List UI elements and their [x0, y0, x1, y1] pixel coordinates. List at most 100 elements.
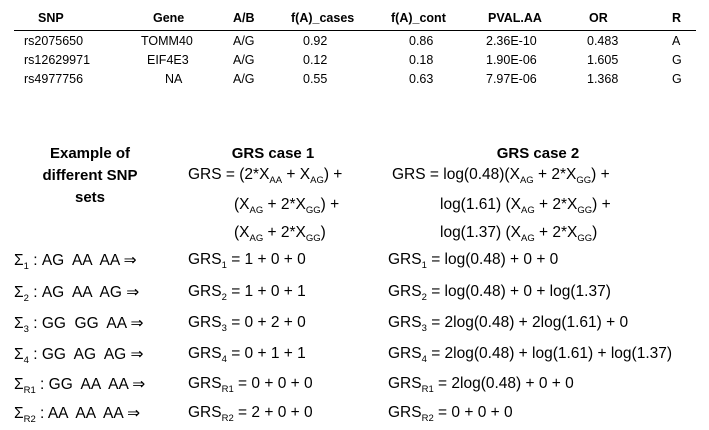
- grs-case2-value: GRSR2 = 0 + 0 + 0: [388, 404, 513, 424]
- grs-case1-value: GRS3 = 0 + 2 + 0: [188, 314, 306, 334]
- grs-case2-value: GRS1 = log(0.48) + 0 + 0: [388, 251, 558, 271]
- set-subscript: R2: [23, 414, 36, 425]
- genotype-set: GG GG AA: [41, 315, 131, 332]
- grs-case1-value: GRSR1 = 0 + 0 + 0: [188, 375, 313, 395]
- grs-subscript: 1: [221, 260, 227, 271]
- table-cell: 2.36E-10: [486, 34, 537, 48]
- genotype-set: AG AA AA: [41, 252, 124, 269]
- grs-case2-value: GRS4 = 2log(0.48) + log(1.61) + log(1.37…: [388, 345, 672, 365]
- grs-subscript: 1: [421, 260, 427, 271]
- set-subscript: 1: [23, 261, 29, 272]
- grs-label: GRS: [388, 283, 422, 300]
- implies-arrow-icon: ⇒: [127, 405, 141, 422]
- grs-label: GRS: [188, 404, 222, 421]
- grs-case2-title: GRS case 2: [496, 145, 580, 162]
- grs-case1-value: GRSR2 = 2 + 0 + 0: [188, 404, 313, 424]
- colon: :: [28, 346, 42, 363]
- grs-subscript: 2: [221, 292, 227, 303]
- grs-label: GRS: [188, 251, 222, 268]
- grs-expression: = 2 + 0 + 0: [233, 404, 313, 421]
- grs-case1-formula-line-1: GRS = (2*XAA + XAG) +: [188, 166, 343, 186]
- table-cell: 0.18: [409, 53, 434, 67]
- grs-expression: = 2log(0.48) + 2log(1.61) + 0: [426, 314, 629, 331]
- grs-case1-formula-line-2: (XAG + 2*XGG) +: [234, 196, 340, 216]
- implies-arrow-icon: ⇒: [132, 376, 146, 393]
- table-cell: 0.63: [409, 72, 434, 86]
- grs-subscript: 3: [221, 323, 227, 334]
- example-header-line: Example of: [49, 145, 131, 162]
- col-header-ab: A/B: [233, 11, 255, 25]
- col-header-pval: PVAL.AA: [488, 11, 542, 25]
- grs-subscript: 3: [421, 323, 427, 334]
- table-cell: 0.86: [409, 34, 434, 48]
- col-header-snp: SNP: [38, 11, 64, 25]
- grs-subscript: R1: [421, 384, 434, 395]
- col-header-fa-cont: f(A)_cont: [391, 11, 446, 25]
- sigma-symbol: Σ: [14, 405, 24, 422]
- sigma-symbol: Σ: [14, 315, 24, 332]
- grs-case1-value: GRS4 = 0 + 1 + 1: [188, 345, 306, 365]
- table-cell: A/G: [233, 72, 255, 86]
- example-header-line: sets: [74, 189, 106, 206]
- snp-set-label: ΣR2 : AA AA AA ⇒: [14, 404, 140, 425]
- genotype-set: AG AA AG: [41, 284, 127, 301]
- table-cell: 1.605: [587, 53, 619, 67]
- grs-case2-formula-line-3: log(1.37) (XAG + 2*XGG): [440, 224, 598, 244]
- table-cell: EIF4E3: [147, 53, 189, 67]
- table-cell: A/G: [233, 53, 255, 67]
- table-cell: G: [672, 53, 682, 67]
- grs-label: GRS: [388, 314, 422, 331]
- grs-expression: = 0 + 0 + 0: [233, 375, 313, 392]
- snp-set-label: Σ4 : GG AG AG ⇒: [14, 345, 144, 366]
- grs-case1-value: GRS1 = 1 + 0 + 0: [188, 251, 306, 271]
- table-cell: 1.368: [587, 72, 619, 86]
- grs-label: GRS: [388, 251, 422, 268]
- grs-case1-value: GRS2 = 1 + 0 + 1: [188, 283, 306, 303]
- example-header: Example of different SNP sets: [20, 143, 160, 209]
- set-subscript: 3: [23, 324, 29, 335]
- grs-expression: = 0 + 0 + 0: [433, 404, 513, 421]
- set-subscript: R1: [23, 385, 36, 396]
- sigma-symbol: Σ: [14, 284, 24, 301]
- table-cell: G: [672, 72, 682, 86]
- table-cell: A/G: [233, 34, 255, 48]
- colon: :: [28, 315, 42, 332]
- grs-label: GRS: [188, 375, 222, 392]
- sigma-symbol: Σ: [14, 346, 24, 363]
- grs-expression: = 0 + 1 + 1: [226, 345, 306, 362]
- colon: :: [28, 252, 42, 269]
- grs-case2-value: GRS3 = 2log(0.48) + 2log(1.61) + 0: [388, 314, 628, 334]
- implies-arrow-icon: ⇒: [123, 252, 137, 269]
- grs-label: GRS: [188, 314, 222, 331]
- grs-subscript: R2: [221, 413, 234, 424]
- grs-expression: = log(0.48) + 0 + 0: [426, 251, 559, 268]
- table-cell: 0.92: [303, 34, 328, 48]
- table-cell: A: [672, 34, 681, 48]
- grs-label: GRS: [188, 345, 222, 362]
- grs-label: GRS: [388, 375, 422, 392]
- genotype-set: GG AG AG: [41, 346, 131, 363]
- grs-case2-value: GRSR1 = 2log(0.48) + 0 + 0: [388, 375, 574, 395]
- snp-set-label: Σ3 : GG GG AA ⇒: [14, 314, 144, 335]
- sigma-symbol: Σ: [14, 252, 24, 269]
- colon: :: [35, 405, 48, 422]
- genotype-set: AA AA AA: [47, 405, 128, 422]
- grs-subscript: 2: [421, 292, 427, 303]
- grs-expression: = 2log(0.48) + 0 + 0: [433, 375, 574, 392]
- col-header-or: OR: [589, 11, 608, 25]
- table-cell: 0.55: [303, 72, 328, 86]
- table-cell: NA: [165, 72, 183, 86]
- col-header-r: R: [672, 11, 682, 25]
- grs-case2-value: GRS2 = log(0.48) + 0 + log(1.37): [388, 283, 611, 303]
- grs-subscript: R1: [221, 384, 234, 395]
- table-cell: TOMM40: [141, 34, 193, 48]
- col-header-gene: Gene: [153, 11, 185, 25]
- grs-subscript: R2: [421, 413, 434, 424]
- genotype-set: GG AA AA: [48, 376, 133, 393]
- snp-set-label: Σ2 : AG AA AG ⇒: [14, 283, 139, 304]
- table-cell: rs12629971: [24, 53, 91, 67]
- colon: :: [28, 284, 42, 301]
- sigma-symbol: Σ: [14, 376, 24, 393]
- implies-arrow-icon: ⇒: [130, 315, 144, 332]
- table-cell: 1.90E-06: [486, 53, 537, 67]
